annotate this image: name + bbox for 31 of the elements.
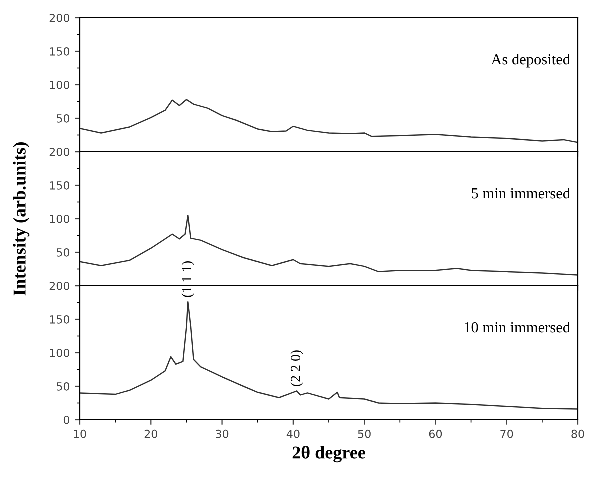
y-tick-label: 150 [50,315,70,324]
annotation: (1 1 1) [182,261,194,298]
x-axis-title: 2θ degree [292,446,366,463]
y-tick-label: 100 [50,348,70,358]
line-series [80,215,578,276]
y-tick-label: 50 [56,382,70,391]
y-axis-title: Intensity (arb.units) [13,142,30,296]
x-tick-label: 50 [358,430,371,438]
x-tick-label: 70 [500,430,514,438]
x-tick-label: 80 [572,430,584,438]
y-tick-label: 50 [56,248,70,257]
annotation: As deposited [491,54,570,68]
y-tick-label: 200 [50,148,70,156]
y-tick-label: 200 [50,282,70,290]
y-tick-label: 100 [50,80,70,90]
x-tick-label: 60 [429,430,442,438]
y-tick-label: 0 [64,416,70,424]
line-series [80,301,578,410]
x-tick-label: 20 [144,430,158,438]
x-tick-label: 10 [74,430,86,438]
y-tick-label: 150 [50,181,70,190]
x-tick-label: 40 [286,430,300,438]
annotation: 10 min immersed [464,322,570,333]
y-tick-label: 150 [50,47,70,56]
annotation: 5 min immersed [472,188,570,199]
line-series [80,99,578,144]
y-tick-label: 50 [56,114,70,123]
annotation: (2 2 0) [290,350,304,386]
y-tick-label: 200 [50,14,70,22]
x-tick-label: 30 [216,430,229,438]
y-tick-label: 100 [50,214,70,224]
